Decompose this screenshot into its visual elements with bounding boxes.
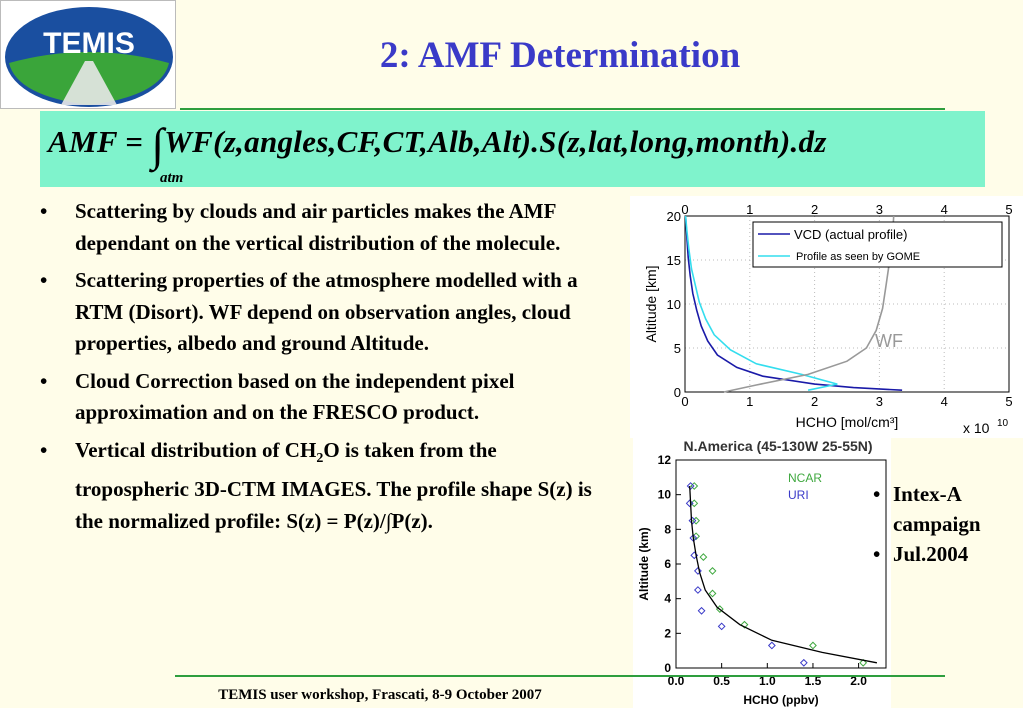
x-tick-label-top: 0 [681, 202, 688, 217]
bullet-item: Scattering properties of the atmosphere … [40, 265, 615, 360]
bullet-item: Scattering by clouds and air particles m… [40, 196, 615, 259]
data-point-uri [767, 641, 776, 650]
y-tick-label: 10 [658, 488, 672, 502]
x-tick-labels-top: 0 1 2 3 4 5 [681, 202, 1012, 217]
x-tick-label: 0.5 [713, 674, 730, 688]
temis-logo: TEMIS [0, 0, 176, 109]
x-tick-label-top: 2 [811, 202, 818, 217]
data-point-uri [686, 482, 695, 490]
formula-lhs: AMF [48, 124, 118, 159]
logo-text: TEMIS [43, 27, 135, 60]
y-tick-label: 4 [664, 592, 671, 606]
x-tick-label: 3 [876, 394, 883, 409]
bullet-item: Vertical distribution of CH2O is taken f… [40, 435, 615, 538]
data-point-ncar [740, 620, 749, 629]
bullet-text: Vertical distribution of CH [75, 437, 317, 462]
y-tick-label: 5 [674, 341, 681, 356]
y-axis-label: Altitude (km) [637, 527, 651, 600]
x-tick-label-top: 4 [941, 202, 948, 217]
chart-title: N.America (45-130W 25-55N) [683, 438, 872, 454]
y-axis-label: Altitude [km] [643, 265, 659, 342]
x-tick-label: 4 [941, 394, 948, 409]
x-multiplier-label: x 10 [963, 420, 990, 436]
profile-chart: 0 1 2 3 4 5 0 1 2 3 4 5 0 5 10 15 20 HCHO [mol/cm³] x … [630, 196, 1023, 438]
data-point-uri [799, 658, 808, 667]
bullet-list: Scattering by clouds and air particles m… [40, 196, 615, 543]
x-tick-label: 1.5 [805, 674, 822, 688]
data-point-ncar [809, 641, 817, 650]
series-line-1 [684, 215, 838, 391]
formula-box [40, 111, 985, 187]
bottom-divider [175, 675, 945, 677]
formula-body: WF(z,angles,CF,CT,Alb,Alt).S(z,lat,long,… [164, 124, 827, 159]
x-tick-labels: 0 1 2 3 4 5 [681, 394, 1012, 409]
x-tick-label: 5 [1005, 394, 1012, 409]
side-bullet-item: Intex-A campaign [873, 479, 1023, 539]
profile-line [689, 485, 878, 664]
data-point-ncar [708, 589, 717, 598]
chart-legend: VCD (actual profile) Profile as seen by … [752, 221, 1003, 268]
series-line-0 [684, 215, 903, 391]
page-title: 2: AMF Determination [379, 35, 741, 76]
formula-equals: = [125, 124, 144, 159]
integral-limit: atm [160, 170, 184, 186]
legend-label-gome: Profile as seen by GOME [796, 251, 920, 263]
y-tick-label: 0 [664, 661, 671, 675]
data-point-ncar [708, 567, 717, 575]
intex-chart: N.America (45-130W 25-55N) 0.0 0.5 1.0 1.5 2… [633, 436, 891, 708]
x-tick-label: 0 [681, 394, 688, 409]
data-point-ncar [699, 553, 708, 561]
side-bullet-list: Intex-A campaign Jul.2004 [873, 479, 1023, 569]
x-tick-label: 1.0 [759, 674, 776, 688]
y-tick-label: 6 [664, 557, 671, 571]
data-point-uri [694, 567, 702, 575]
y-tick-label: 2 [664, 626, 671, 640]
y-tick-label: 8 [664, 522, 671, 536]
top-divider [180, 108, 945, 110]
bullet-subscript: 2 [316, 450, 324, 466]
legend-label-vcd: VCD (actual profile) [794, 227, 907, 242]
x-tick-label: 0.0 [668, 674, 685, 688]
x-multiplier-exponent: 10 [997, 418, 1009, 429]
y-tick-label: 15 [667, 253, 681, 268]
legend-box [752, 221, 1003, 268]
data-point-uri [694, 586, 702, 594]
integral-symbol: ∫ [151, 119, 165, 170]
data-point-ncar [859, 658, 868, 667]
x-axis-label: HCHO [mol/cm³] [796, 414, 899, 430]
axis-ticks: 0.0 0.5 1.0 1.5 2.0 0 2 4 6 8 10 12 [658, 453, 868, 688]
amf-formula: AMF = ∫WF(z,angles,CF,CT,Alb,Alt).S(z,la… [48, 118, 827, 171]
x-tick-label-top: 3 [876, 202, 883, 217]
x-tick-label-top: 1 [746, 202, 753, 217]
side-bullet-item: Jul.2004 [873, 539, 1023, 569]
y-tick-label: 0 [674, 385, 681, 400]
y-tick-label: 10 [667, 297, 681, 312]
footer-text: TEMIS user workshop, Frascati, 8-9 Octob… [218, 687, 542, 703]
y-tick-label: 20 [667, 209, 681, 224]
data-point-uri [685, 499, 694, 508]
y-tick-labels: 0 5 10 15 20 [667, 209, 681, 400]
legend-label-uri: URI [788, 488, 809, 502]
series-marks [685, 482, 878, 667]
bullet-item: Cloud Correction based on the independen… [40, 366, 615, 429]
x-tick-label-top: 5 [1005, 202, 1012, 217]
x-tick-label: 2.0 [850, 674, 867, 688]
x-tick-label: 1 [746, 394, 753, 409]
x-tick-label: 2 [811, 394, 818, 409]
legend-label-ncar: NCAR [788, 471, 822, 485]
x-axis-label: HCHO (ppbv) [743, 693, 818, 707]
data-point-uri [697, 606, 706, 615]
y-tick-label: 12 [658, 453, 672, 467]
plot-frame [684, 215, 1010, 393]
data-point-uri [717, 622, 726, 631]
wf-annotation: WF [875, 331, 903, 351]
bullet-text: O is taken from the tropospheric 3D-CTM … [75, 437, 592, 533]
